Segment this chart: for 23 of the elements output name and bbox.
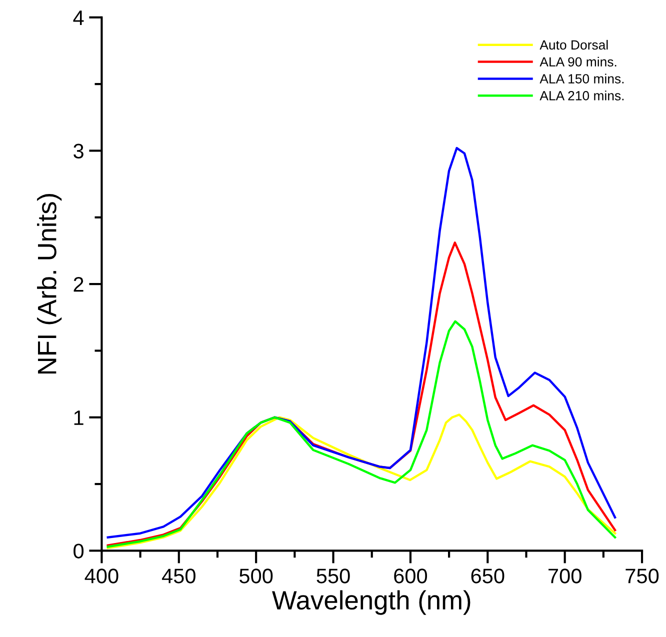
legend-label: ALA 210 mins. [540, 90, 624, 100]
y-axis-title: NFI (Arb. Units) [37, 194, 62, 374]
x-tick-label: 400 [84, 568, 118, 584]
x-tick-label: 700 [548, 568, 582, 584]
legend-label: ALA 150 mins. [540, 74, 624, 84]
line-series [106, 320, 616, 548]
legend-label: Auto Dorsal [540, 40, 608, 50]
y-tick-label: 2 [74, 277, 84, 292]
x-tick-label: 500 [240, 568, 273, 584]
x-tick-label: 750 [626, 568, 659, 584]
x-tick-label: 650 [471, 568, 504, 584]
x-axis-title: Wavelength (nm) [272, 590, 470, 615]
line-series [106, 414, 616, 550]
line-series [106, 146, 616, 538]
line-series [106, 242, 616, 546]
x-tick-label: 600 [394, 568, 428, 584]
y-tick-label: 1 [74, 410, 84, 425]
x-tick-label: 550 [316, 568, 350, 584]
y-tick-label: 0 [74, 544, 84, 558]
y-tick-label: 3 [74, 144, 84, 158]
x-tick-label: 450 [162, 568, 196, 584]
legend-label: ALA 90 mins. [540, 56, 616, 67]
y-tick-label: 4 [73, 10, 84, 25]
